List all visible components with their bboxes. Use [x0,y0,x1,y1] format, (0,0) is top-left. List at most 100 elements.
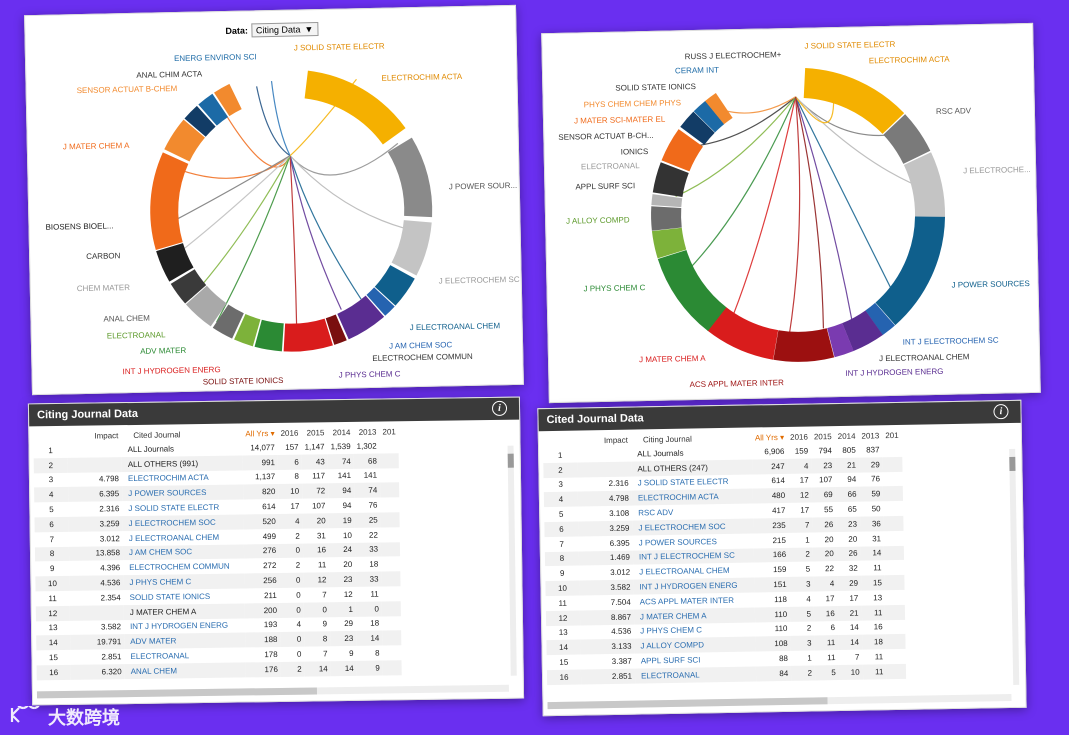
row-rank: 16 [36,664,71,681]
arc-j-solid-state-electr[interactable] [115,35,467,387]
col-2013[interactable]: 2013 [358,427,377,437]
col-2013[interactable]: 2013 [861,431,880,441]
col-2016[interactable]: 2016 [790,432,808,442]
col-impact[interactable]: Impact [94,431,119,441]
arc-ceram-int[interactable] [611,28,984,401]
row-journal-link[interactable]: J SOLID STATE ELECTR [128,502,220,514]
row-journal-link[interactable]: ELECTROCHIM ACTA [127,473,209,484]
arc-int-j-electrochem-sc[interactable] [612,29,985,402]
row-2014: 24 [328,542,356,558]
chord-label: ELECTROANAL [107,330,166,340]
arc-j-am-chem-soc[interactable] [112,31,471,390]
panel-title-bar: Cited Journal Data i [538,400,1021,432]
info-icon[interactable]: i [993,404,1009,420]
col-rank [543,435,577,449]
row-all-years: 88 [778,653,789,664]
row-rank: 11 [558,598,567,608]
arc-sensor-actuat-b[interactable] [122,41,461,380]
col-2015[interactable]: 2015 [813,432,832,442]
arc-electroanal[interactable] [651,67,946,362]
col-201x[interactable]: 201 [382,427,396,437]
row-journal-link[interactable]: J AM CHEM SOC [122,544,245,561]
row-2014: 29 [837,575,862,592]
row-journal-link[interactable]: ANAL CHEM [124,662,246,679]
arc-electrochim-acta[interactable] [651,67,946,362]
vertical-scrollbar[interactable] [507,445,517,676]
col-all-years[interactable]: All Yrs ▾ [245,429,275,439]
chord-label: ELECTROANAL [581,161,640,171]
row-201x [885,634,906,650]
row-2014: 14 [330,660,357,676]
arc-ionics[interactable] [647,64,948,365]
row-journal-link[interactable]: J ELECTROANAL CHEM [128,532,220,543]
horizontal-scrollbar[interactable] [36,684,509,699]
row-201x [382,616,402,631]
arc-anal-chem[interactable] [123,42,460,379]
row-all-years: 235 [753,517,789,534]
row-2016: 0 [279,543,304,559]
arc-solid-state-ionics[interactable] [124,44,458,378]
row-journal-link[interactable]: ADV MATER [124,632,246,650]
arc-int-j-hydrogen-energ[interactable] [132,52,450,370]
arc-j-mater-chem-a[interactable] [645,62,950,367]
row-2014: 23 [330,631,357,647]
chord-label: J PHYS CHEM C [339,369,401,379]
arc-energ-environ-sci[interactable] [112,31,470,389]
row-journal-link[interactable]: J POWER SOURCES [122,484,244,502]
arc-biosens-bioel[interactable] [118,37,465,384]
arc-electroanal[interactable] [134,54,448,368]
col-2016[interactable]: 2016 [280,428,299,438]
arc-solid-state-ionics[interactable] [613,30,983,400]
arc-carbon[interactable] [112,31,470,389]
col-all-years[interactable]: All Yrs ▾ [754,432,785,443]
row-impact: 19.791 [70,634,125,651]
col-2015[interactable]: 2015 [306,428,325,438]
arc-j-alloy-compd[interactable] [633,50,963,380]
arc-anal-chim-acta[interactable] [112,32,470,390]
row-2014: 10 [838,664,863,680]
row-2016: 2 [280,661,305,677]
data-select-label: Data: [225,25,249,36]
row-journal-link[interactable]: ELECTROANAL [634,666,757,684]
arc-j-solid-state-electr[interactable] [612,29,983,400]
horizontal-scrollbar[interactable] [547,694,1012,710]
row-rank: 6 [34,516,69,533]
row-rank: 4 [543,491,579,508]
arc-acs-appl-mater-inter[interactable] [638,55,959,376]
row-journal-link[interactable]: SOLID STATE IONICS [129,591,211,602]
arc-appl-surf-sci[interactable] [651,67,946,362]
chord-label: J POWER SOURCES [951,279,1029,290]
row-2014: 10 [342,530,352,540]
row-journal-link[interactable]: J ELECTROCHEM SOC [122,514,244,531]
arc-j-phys-chem-c[interactable] [613,30,983,400]
arc-j-phys-chem-c[interactable] [112,31,470,389]
row-journal-link[interactable]: ELECTROANAL [130,651,190,662]
arc-j-electroanal-chem[interactable] [119,38,464,383]
arc-j-power-sources[interactable] [651,67,946,362]
arc-j-electrochem-soc[interactable] [622,39,973,390]
arc-j-power-sources[interactable] [117,36,466,385]
col-2014[interactable]: 2014 [837,431,856,442]
arc-electrochim-acta[interactable] [150,69,433,352]
data-type-select[interactable]: Data: Citing Data ▼ [225,22,319,38]
arc-rsc-adv[interactable] [611,28,984,401]
row-journal-link[interactable]: INT J HYDROGEN ENERG [129,621,229,632]
arc-int-j-hydrogen-energ[interactable] [626,43,970,387]
arc-phys-chem-chem-phys[interactable] [626,43,969,386]
info-icon[interactable]: i [491,400,508,416]
arc-j-electroanal-chem[interactable] [614,31,982,399]
col-201x[interactable]: 201 [885,430,899,441]
chord-link [256,86,291,157]
col-impact[interactable]: Impact [603,435,628,446]
col-2014[interactable]: 2014 [332,427,351,438]
arc-adv-mater[interactable] [150,69,433,352]
row-journal-link[interactable]: ELECTROCHEM COMMUN [129,561,230,573]
row-2014: 141 [337,471,352,481]
row-journal-link[interactable]: J PHYS CHEM C [123,573,245,591]
data-select-box[interactable]: Citing Data ▼ [250,22,319,38]
arc-j-mater-chem-a[interactable] [134,53,449,368]
vertical-scrollbar[interactable] [1009,448,1020,685]
row-201x [380,468,400,483]
row-impact: 13.858 [68,545,124,562]
row-rank: 9 [49,564,55,574]
